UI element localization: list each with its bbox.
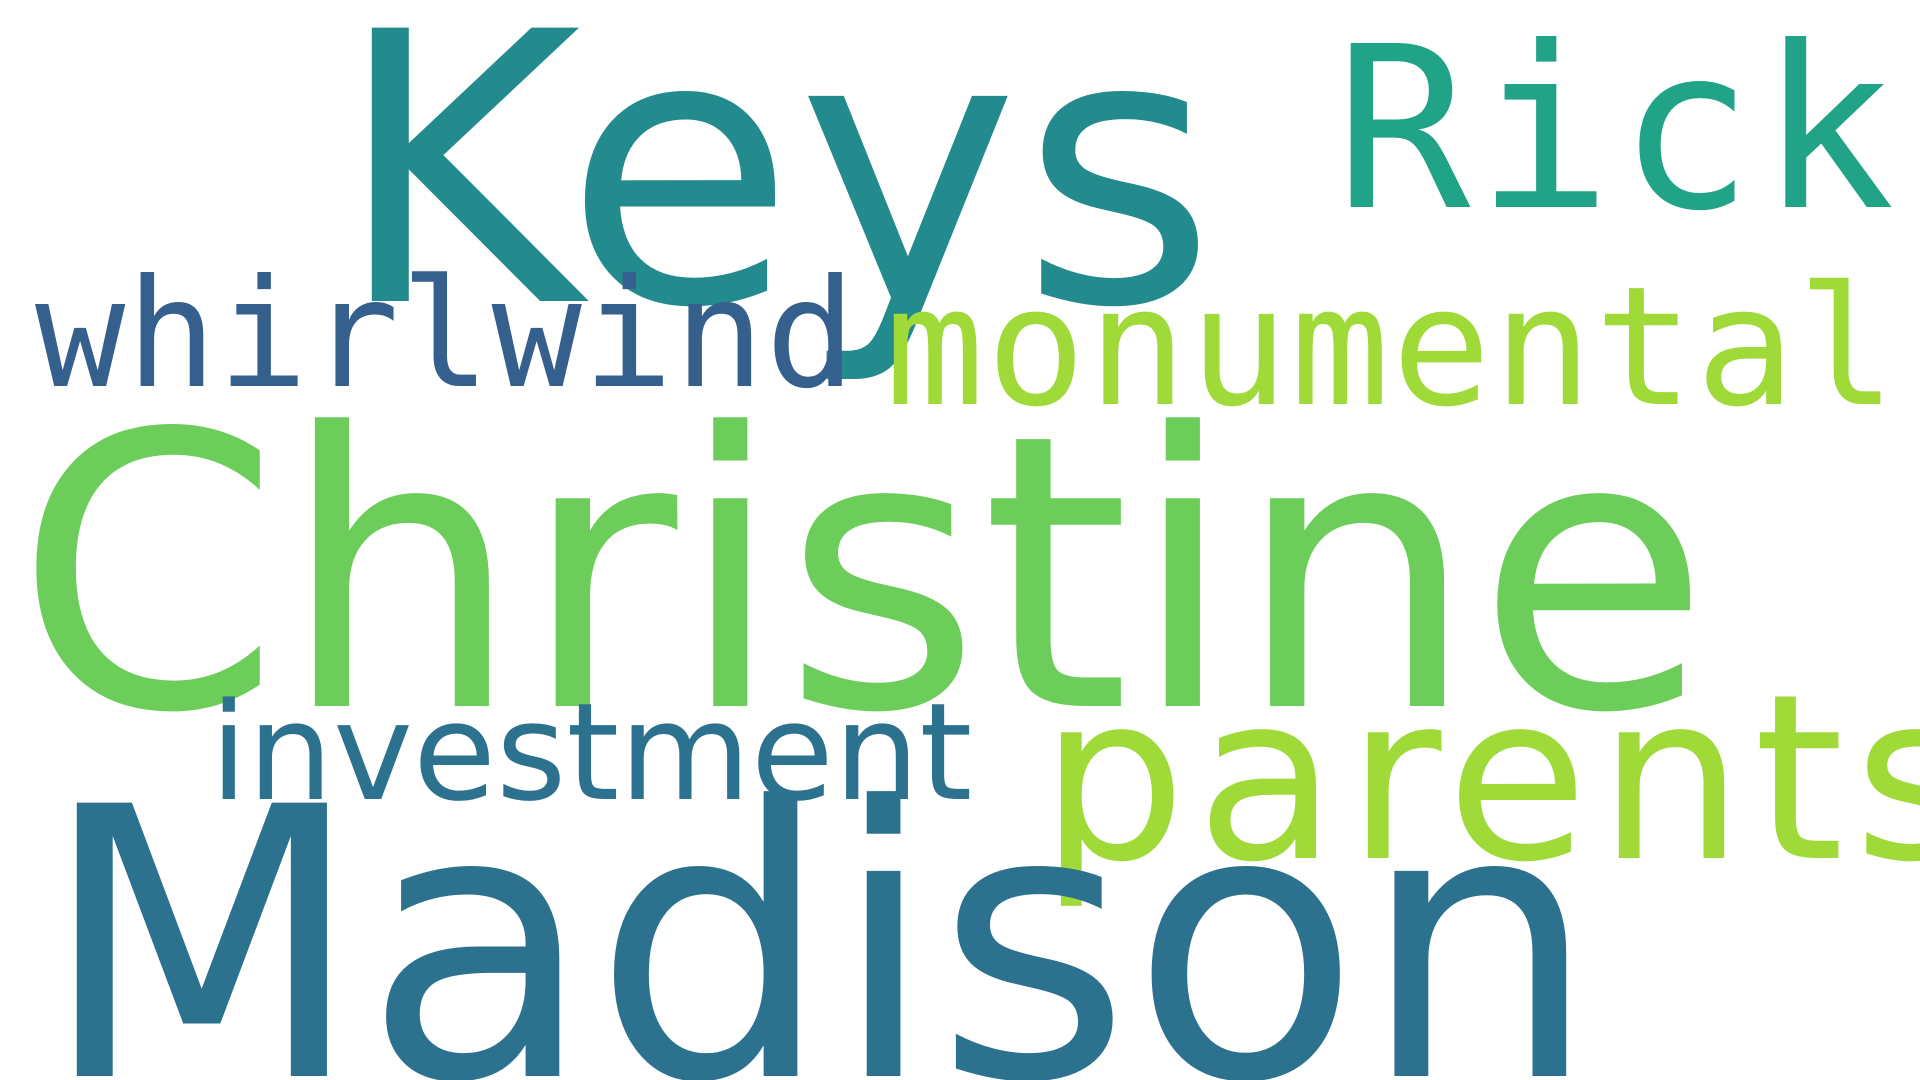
word-rick: Rick	[1335, 0, 1901, 261]
word-christine: Christine	[15, 353, 1711, 796]
word-madison: Madison	[40, 729, 1599, 1080]
word-monumental: monumental	[885, 251, 1899, 443]
word-keys: Keys	[335, 0, 1219, 390]
word-investment: investment	[210, 674, 973, 831]
word-parents: parents	[1040, 646, 1920, 913]
word-whirlwind: whirlwind	[35, 248, 857, 422]
